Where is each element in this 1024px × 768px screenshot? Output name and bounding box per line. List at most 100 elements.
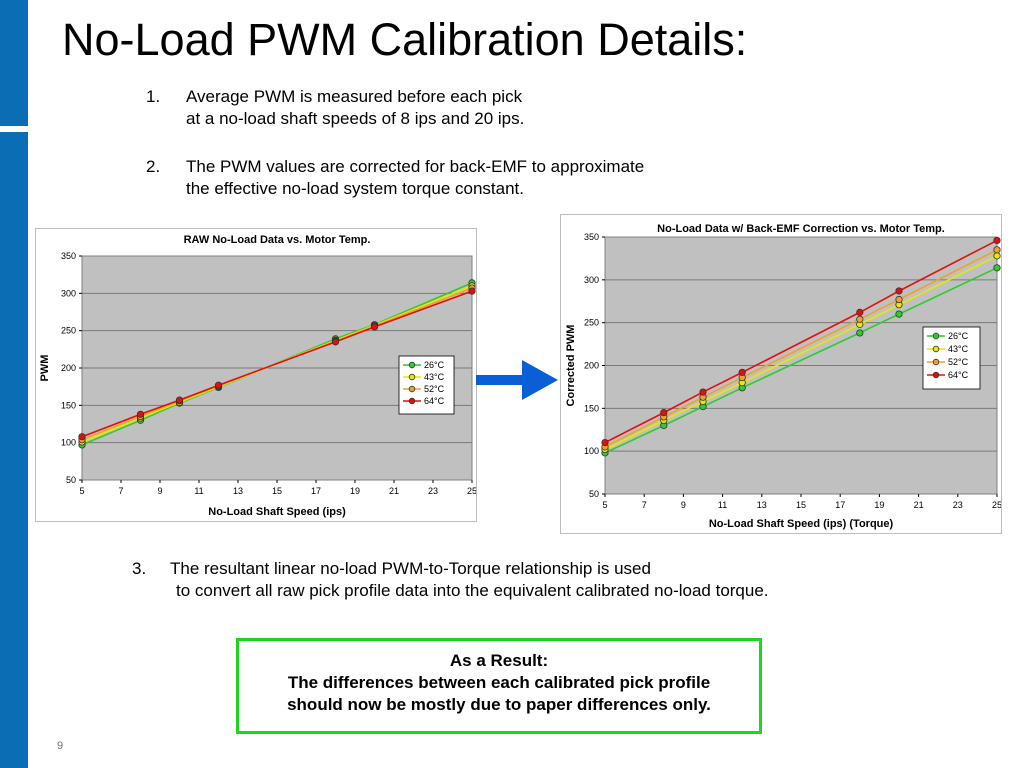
x-tick-label: 23 — [953, 500, 963, 510]
data-point — [993, 246, 1001, 254]
y-axis-label: Corrected PWM — [565, 325, 577, 407]
legend-label: 52°C — [424, 384, 445, 394]
x-tick-label: 11 — [718, 500, 727, 510]
y-tick-label: 200 — [61, 363, 76, 373]
x-tick-label: 9 — [157, 486, 162, 496]
x-tick-label: 15 — [272, 486, 282, 496]
data-point — [660, 409, 668, 417]
data-point — [370, 323, 379, 331]
raw-chart-svg: 50 100 150 200 250 300 350 5 7 9 11 13 15 17 19 21 23 25 R… — [39, 234, 476, 518]
x-tick-label: 15 — [796, 500, 806, 510]
result-callout: As a Result: The differences between eac… — [236, 638, 762, 734]
data-point — [993, 252, 1001, 260]
y-tick-label: 300 — [584, 275, 599, 285]
data-point — [699, 388, 707, 396]
x-axis-label: No-Load Shaft Speed (ips) (Torque) — [709, 518, 894, 530]
data-point — [468, 287, 476, 295]
data-point — [895, 310, 903, 318]
data-point — [136, 410, 145, 418]
x-tick-label: 19 — [350, 486, 360, 496]
data-point — [993, 264, 1001, 272]
x-tick-label: 19 — [874, 500, 884, 510]
data-point — [78, 433, 86, 441]
legend-box — [922, 326, 981, 390]
corrected-chart-svg: 50 100 150 200 250 300 350 5 7 9 11 13 15 17 19 21 23 25 N… — [565, 223, 1001, 530]
x-tick-label: 25 — [467, 486, 476, 496]
data-point — [993, 236, 1001, 245]
list-line: to convert all raw pick profile data int… — [176, 581, 769, 600]
list-number: 1. — [146, 87, 161, 106]
chart-title: No-Load Data w/ Back-EMF Correction vs. … — [657, 223, 945, 235]
legend-label: 26°C — [424, 360, 445, 370]
data-point — [214, 381, 223, 389]
y-tick-label: 250 — [61, 326, 76, 336]
data-point — [856, 315, 864, 323]
raw-chart: 50 100 150 200 250 300 350 5 7 9 11 13 15 17 19 21 23 25 R… — [35, 228, 477, 522]
legend-marker — [932, 345, 940, 353]
corrected-chart: 50 100 150 200 250 300 350 5 7 9 11 13 15 17 19 21 23 25 N… — [560, 214, 1002, 534]
x-tick-label: 23 — [428, 486, 438, 496]
legend-label: 43°C — [948, 344, 969, 354]
legend-label: 64°C — [424, 396, 445, 406]
x-tick-label: 5 — [602, 500, 607, 510]
result-heading: As a Result: — [449, 651, 549, 670]
slide-title: No-Load PWM Calibration Details: — [62, 14, 748, 65]
list-item-1: 1. Average PWM is measured before each p… — [146, 86, 616, 132]
y-tick-label: 350 — [61, 251, 76, 261]
data-point — [895, 295, 903, 304]
x-tick-label: 25 — [992, 500, 1001, 510]
list-line: Average PWM is measured before each pick — [186, 87, 523, 106]
list-number: 3. — [132, 559, 147, 578]
side-accent-bar-bottom — [0, 132, 28, 768]
legend-label: 26°C — [948, 331, 969, 341]
y-tick-label: 50 — [66, 475, 76, 485]
right-arrow-icon — [476, 360, 558, 400]
x-tick-label: 11 — [194, 486, 203, 496]
legend-marker — [932, 332, 940, 340]
x-tick-label: 17 — [835, 500, 845, 510]
list-line: at a no-load shaft speeds of 8 ips and 2… — [186, 109, 525, 128]
x-tick-label: 7 — [642, 500, 647, 510]
side-accent-bar-top — [0, 0, 28, 126]
y-axis-label: PWM — [39, 355, 51, 382]
y-tick-label: 350 — [584, 232, 599, 242]
list-line: The PWM values are corrected for back-EM… — [186, 157, 645, 176]
chart-title: RAW No-Load Data vs. Motor Temp. — [184, 234, 371, 246]
y-tick-label: 50 — [589, 489, 599, 499]
y-tick-label: 300 — [61, 288, 76, 298]
list-item-3: 3. The resultant linear no-load PWM-to-T… — [132, 558, 892, 604]
data-point — [856, 308, 864, 316]
result-line-1: The differences between each calibrated … — [287, 673, 711, 692]
list-item-2: 2. The PWM values are corrected for back… — [146, 156, 746, 202]
x-tick-label: 5 — [79, 486, 84, 496]
list-number: 2. — [146, 157, 161, 176]
list-line: the effective no-load system torque cons… — [186, 179, 524, 198]
x-axis-label: No-Load Shaft Speed (ips) — [208, 506, 346, 518]
legend-marker — [408, 373, 416, 381]
legend-marker — [408, 385, 416, 393]
legend-marker — [932, 358, 940, 366]
data-point — [738, 368, 746, 376]
legend-marker — [408, 397, 416, 405]
y-tick-label: 200 — [584, 361, 599, 371]
legend-label: 64°C — [948, 370, 969, 380]
x-tick-label: 17 — [311, 486, 321, 496]
y-tick-label: 100 — [584, 446, 599, 456]
x-tick-label: 13 — [757, 500, 767, 510]
x-tick-label: 13 — [233, 486, 243, 496]
data-point — [331, 338, 340, 346]
page-number: 9 — [57, 740, 64, 752]
data-point — [856, 329, 864, 337]
y-tick-label: 100 — [61, 438, 76, 448]
list-line: The resultant linear no-load PWM-to-Torq… — [170, 559, 651, 578]
result-line-2: should now be mostly due to paper differ… — [287, 695, 711, 714]
legend-marker — [932, 371, 940, 379]
legend-marker — [408, 361, 416, 369]
x-tick-label: 7 — [118, 486, 123, 496]
data-point — [895, 287, 903, 295]
data-point — [601, 439, 609, 447]
x-tick-label: 21 — [914, 500, 924, 510]
legend-label: 43°C — [424, 372, 445, 382]
y-tick-label: 250 — [584, 318, 599, 328]
x-tick-label: 21 — [389, 486, 399, 496]
